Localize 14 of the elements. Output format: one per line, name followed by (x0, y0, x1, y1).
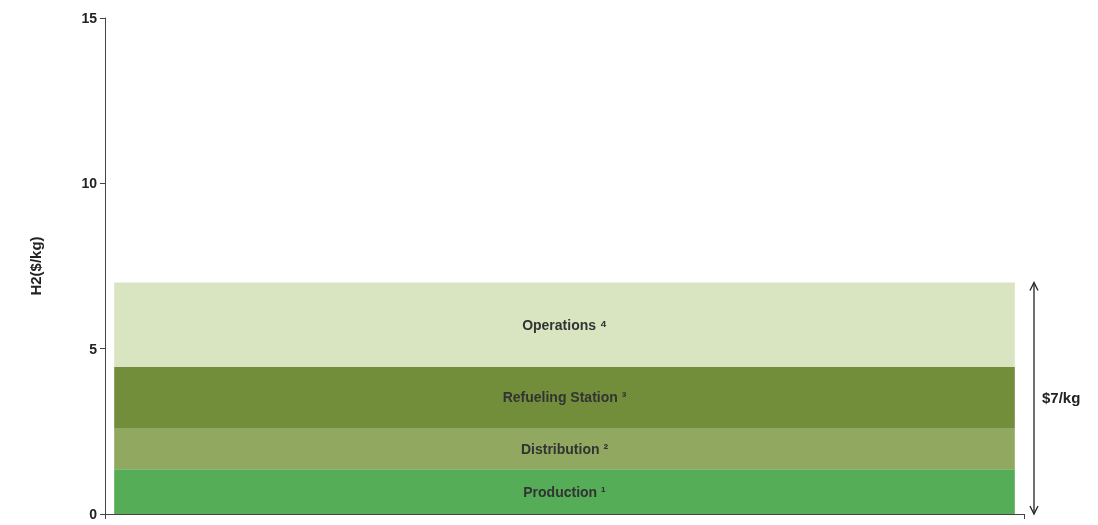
y-tick-label: 15 (81, 10, 98, 26)
y-axis-title: H2($/kg) (27, 236, 44, 296)
series-label: Refueling Station ³ (502, 389, 627, 406)
total-label: $7/kg (1042, 389, 1081, 407)
y-tick-label: 5 (89, 340, 98, 357)
series-label: Distribution ² (520, 440, 609, 457)
series-label: Operations ⁴ (522, 316, 607, 333)
bar (114, 428, 1015, 470)
bar (114, 469, 1015, 514)
series-label: Production ¹ (523, 483, 607, 500)
y-tick-label: 0 (89, 506, 98, 522)
y-tick-label: 10 (81, 175, 98, 192)
bar (114, 282, 1015, 367)
bar (114, 366, 1015, 429)
